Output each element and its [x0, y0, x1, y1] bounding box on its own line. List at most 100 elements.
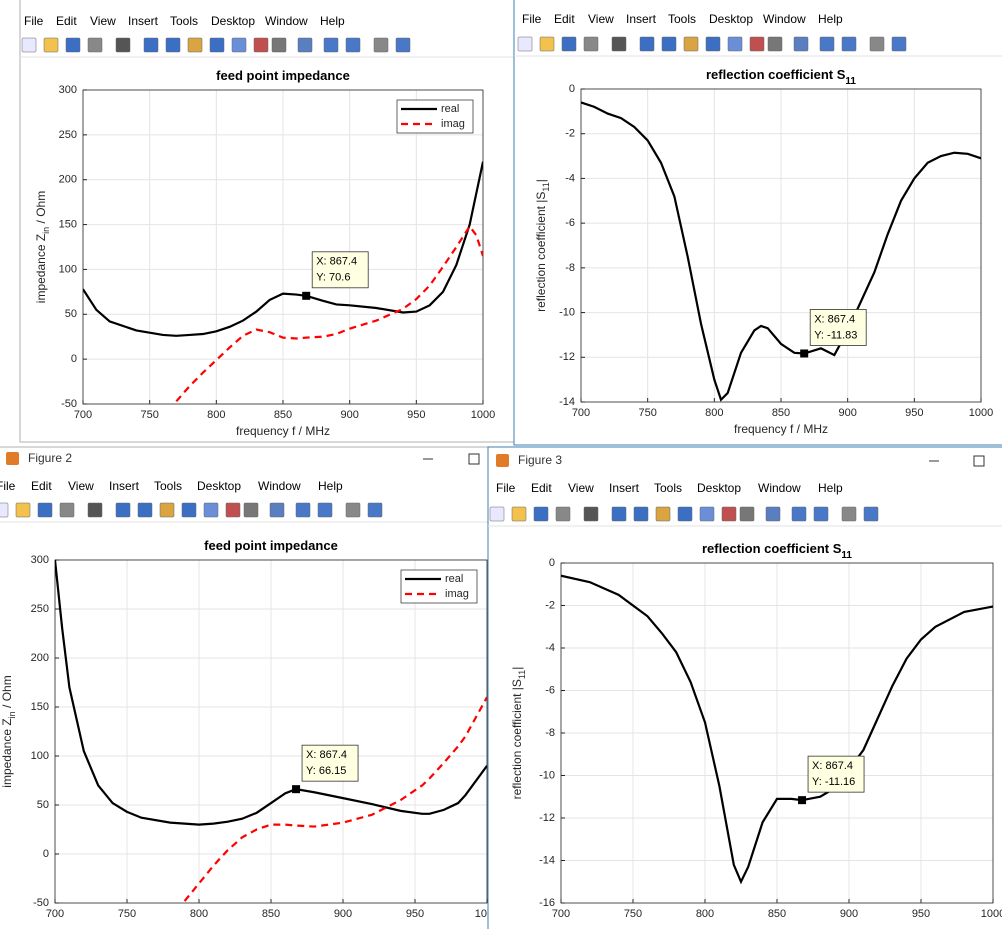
toolbar-button[interactable]	[705, 36, 721, 52]
toolbar-button[interactable]	[533, 506, 549, 522]
toolbar-button[interactable]	[297, 37, 313, 53]
toolbar-button[interactable]	[59, 502, 75, 518]
menu-item[interactable]: File	[0, 479, 16, 493]
toolbar-button[interactable]	[345, 37, 361, 53]
menu-item[interactable]: Edit	[31, 479, 52, 493]
toolbar-button[interactable]	[583, 36, 599, 52]
toolbar-button[interactable]	[765, 506, 781, 522]
toolbar-button[interactable]	[269, 502, 285, 518]
toolbar-button[interactable]	[115, 502, 131, 518]
toolbar-button[interactable]	[323, 37, 339, 53]
menu-item[interactable]: Insert	[128, 14, 159, 28]
menu-item[interactable]: File	[496, 481, 516, 495]
menu-item[interactable]: Help	[318, 479, 343, 493]
toolbar-button[interactable]	[639, 36, 655, 52]
menu-item[interactable]: Tools	[654, 481, 682, 495]
toolbar-button[interactable]	[791, 506, 807, 522]
menu-item[interactable]: Tools	[154, 479, 182, 493]
toolbar-button[interactable]	[15, 502, 31, 518]
toolbar-button[interactable]	[727, 36, 743, 52]
menu-item[interactable]: Tools	[668, 12, 696, 26]
menu-item[interactable]: Tools	[170, 14, 198, 28]
toolbar-button[interactable]	[683, 36, 699, 52]
menu-item[interactable]: Desktop	[697, 481, 741, 495]
toolbar-button[interactable]	[863, 506, 879, 522]
menu-item[interactable]: Window	[758, 481, 801, 495]
maximize-button[interactable]	[973, 455, 985, 467]
toolbar-button[interactable]	[539, 36, 555, 52]
toolbar-button[interactable]	[891, 36, 907, 52]
toolbar-button[interactable]	[699, 506, 715, 522]
toolbar-button[interactable]	[317, 502, 333, 518]
toolbar-button[interactable]	[583, 506, 599, 522]
toolbar-button[interactable]	[231, 37, 247, 53]
toolbar-button[interactable]	[295, 502, 311, 518]
toolbar-button[interactable]	[0, 502, 9, 518]
toolbar-button[interactable]	[677, 506, 693, 522]
menu-item[interactable]: Insert	[626, 12, 657, 26]
toolbar-button[interactable]	[661, 36, 677, 52]
toolbar-button[interactable]	[611, 36, 627, 52]
menu-item[interactable]: Window	[258, 479, 301, 493]
toolbar-button[interactable]	[345, 502, 361, 518]
toolbar-button[interactable]	[143, 37, 159, 53]
toolbar-button[interactable]	[87, 502, 103, 518]
toolbar-button[interactable]	[819, 36, 835, 52]
menu-item[interactable]: Insert	[109, 479, 140, 493]
menu-item[interactable]: Edit	[531, 481, 552, 495]
toolbar-button[interactable]	[165, 37, 181, 53]
toolbar-button[interactable]	[793, 36, 809, 52]
toolbar-button[interactable]	[37, 502, 53, 518]
toolbar-button[interactable]	[65, 37, 81, 53]
toolbar-button[interactable]	[555, 506, 571, 522]
maximize-button[interactable]	[468, 453, 480, 465]
toolbar-button[interactable]	[633, 506, 649, 522]
menu-item[interactable]: View	[588, 12, 614, 26]
toolbar-button[interactable]	[511, 506, 527, 522]
toolbar-button[interactable]	[373, 37, 389, 53]
toolbar-button[interactable]	[225, 502, 241, 518]
toolbar-button[interactable]	[253, 37, 269, 53]
menu-item[interactable]: Desktop	[709, 12, 753, 26]
toolbar-button[interactable]	[115, 37, 131, 53]
toolbar-button[interactable]	[721, 506, 737, 522]
toolbar-button[interactable]	[187, 37, 203, 53]
toolbar-button[interactable]	[749, 36, 765, 52]
toolbar-button[interactable]	[841, 506, 857, 522]
toolbar-button[interactable]	[489, 506, 505, 522]
toolbar-button[interactable]	[841, 36, 857, 52]
toolbar-button[interactable]	[813, 506, 829, 522]
toolbar-button[interactable]	[739, 506, 755, 522]
menu-item[interactable]: View	[568, 481, 594, 495]
toolbar-button[interactable]	[869, 36, 885, 52]
toolbar-button[interactable]	[203, 502, 219, 518]
toolbar-button[interactable]	[655, 506, 671, 522]
toolbar-button[interactable]	[243, 502, 259, 518]
toolbar-button[interactable]	[159, 502, 175, 518]
menu-item[interactable]: View	[90, 14, 116, 28]
menu-item[interactable]: Desktop	[197, 479, 241, 493]
menu-item[interactable]: Window	[265, 14, 308, 28]
toolbar-button[interactable]	[21, 37, 37, 53]
menu-item[interactable]: Edit	[56, 14, 77, 28]
menu-item[interactable]: Help	[818, 481, 843, 495]
toolbar-button[interactable]	[517, 36, 533, 52]
toolbar-button[interactable]	[87, 37, 103, 53]
toolbar-button[interactable]	[43, 37, 59, 53]
toolbar-button[interactable]	[611, 506, 627, 522]
menu-item[interactable]: Desktop	[211, 14, 255, 28]
menu-item[interactable]: File	[24, 14, 44, 28]
toolbar-button[interactable]	[137, 502, 153, 518]
menu-item[interactable]: Window	[763, 12, 806, 26]
menu-item[interactable]: File	[522, 12, 542, 26]
toolbar-button[interactable]	[767, 36, 783, 52]
toolbar-button[interactable]	[181, 502, 197, 518]
toolbar-button[interactable]	[367, 502, 383, 518]
toolbar-button[interactable]	[271, 37, 287, 53]
menu-item[interactable]: Insert	[609, 481, 640, 495]
menu-item[interactable]: Help	[818, 12, 843, 26]
menu-item[interactable]: Edit	[554, 12, 575, 26]
toolbar-button[interactable]	[561, 36, 577, 52]
toolbar-button[interactable]	[395, 37, 411, 53]
toolbar-button[interactable]	[209, 37, 225, 53]
